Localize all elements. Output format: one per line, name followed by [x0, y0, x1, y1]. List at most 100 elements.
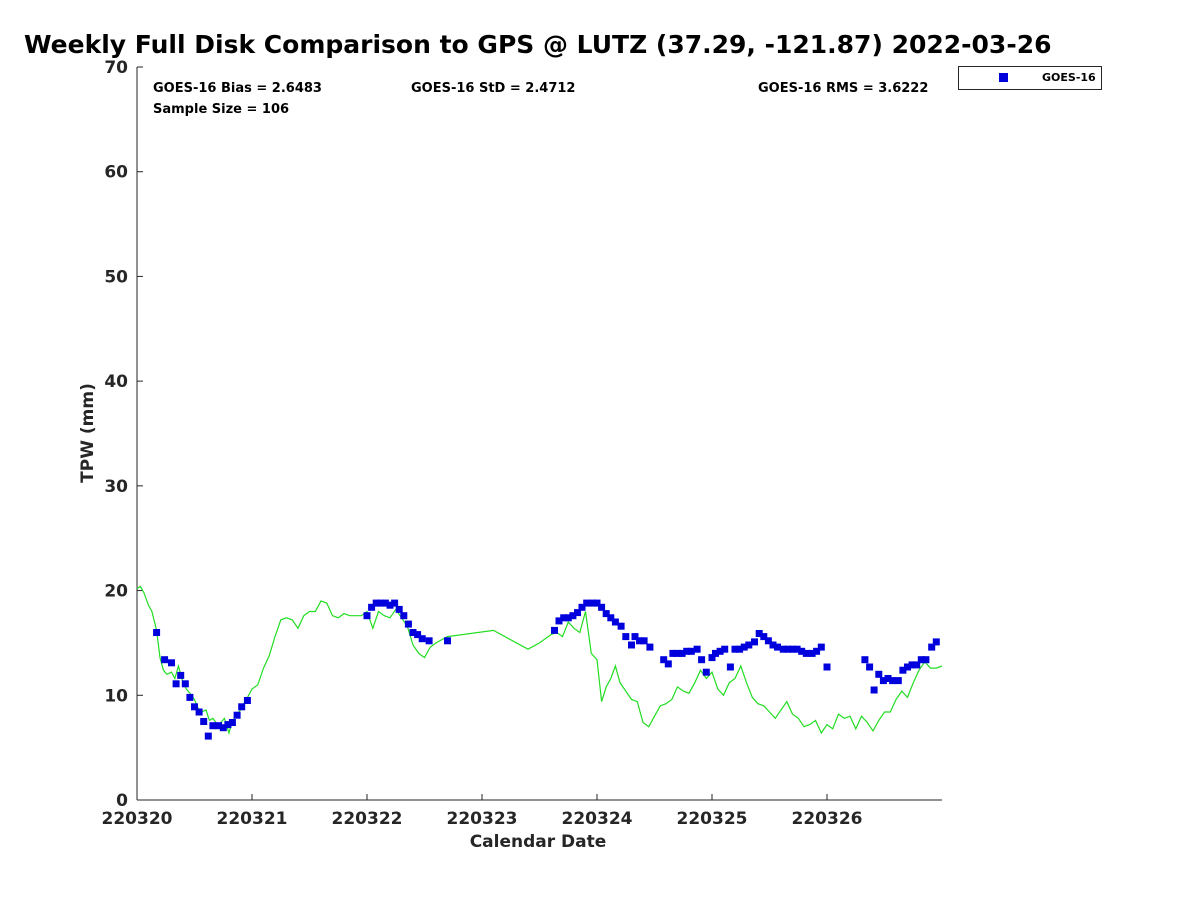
y-axis-title: TPW (mm): [78, 383, 98, 483]
x-tick-label: 220321: [217, 809, 288, 829]
goes-16-point: [400, 612, 408, 620]
gps-line: [136, 585, 943, 736]
goes-16-point: [555, 617, 563, 625]
goes-16-point: [195, 708, 203, 716]
goes-16-point: [583, 599, 591, 607]
goes-16-point: [716, 647, 724, 655]
goes-16-point: [243, 697, 251, 704]
goes-16-point: [708, 654, 716, 662]
goes-16-point: [908, 661, 916, 669]
goes-16-point: [731, 645, 739, 653]
goes-16-point: [636, 637, 643, 645]
goes-16-point: [153, 629, 161, 636]
goes-16-point: [683, 647, 691, 655]
goes-16-point: [875, 670, 883, 678]
goes-16-point: [928, 643, 936, 651]
rms-stat: GOES-16 RMS = 3.6222: [758, 81, 928, 96]
goes-16-point: [444, 637, 451, 645]
y-tick-label: 0: [116, 791, 128, 811]
goes-16-point: [798, 647, 806, 655]
goes-16-point: [922, 656, 930, 664]
goes-16-point: [560, 614, 568, 622]
goes-16-point: [698, 656, 706, 664]
goes-16-point: [219, 724, 227, 732]
goes-16-point: [551, 626, 558, 634]
goes-16-point: [784, 645, 792, 653]
y-tick-label: 50: [104, 267, 128, 287]
goes-16-point: [228, 719, 236, 726]
goes-16-point: [884, 675, 892, 682]
goes-16-point: [209, 722, 217, 730]
x-tick-label: 220324: [562, 809, 633, 829]
goes-16-point: [191, 703, 198, 711]
goes-16-point: [409, 629, 417, 636]
goes-16-point: [622, 633, 630, 641]
goes-16-point: [904, 663, 911, 671]
goes-16-point: [578, 603, 586, 611]
y-tick-label: 30: [104, 477, 128, 497]
goes-16-point: [674, 649, 681, 657]
goes-16-point: [172, 680, 180, 688]
goes-16-point: [769, 641, 777, 649]
goes-16-point: [607, 614, 615, 622]
goes-16-point: [425, 637, 433, 645]
goes-16-point: [414, 631, 422, 639]
goes-16-point: [664, 660, 672, 668]
goes-16-point: [588, 599, 596, 607]
goes-16-point: [823, 663, 831, 671]
goes-16-point: [678, 649, 686, 657]
goes-16-point: [386, 601, 394, 609]
goes-16-point: [793, 645, 801, 653]
std-stat: GOES-16 StD = 2.4712: [411, 81, 575, 96]
legend-marker-goes-16: [999, 73, 1008, 82]
y-tick-label: 20: [104, 582, 128, 602]
legend-box: [958, 66, 1102, 90]
goes-16-point: [736, 645, 744, 653]
goes-16-point: [215, 722, 223, 730]
goes-16-point: [917, 656, 925, 664]
x-axis-title: Calendar Date: [470, 832, 607, 852]
goes-16-point: [646, 643, 654, 651]
goes-16-point: [932, 638, 940, 646]
goes-16-point: [181, 680, 189, 688]
y-tick-label: 40: [104, 372, 128, 392]
goes-16-point: [870, 686, 878, 694]
legend: GOES-16: [958, 66, 1102, 90]
goes-16-point: [760, 633, 768, 641]
goes-16-point: [889, 677, 897, 685]
goes-16-point: [813, 647, 821, 655]
goes-16-point: [894, 677, 902, 685]
goes-16-point: [774, 643, 781, 651]
goes-16-point: [861, 656, 869, 664]
plot-frame: [136, 67, 942, 801]
goes-16-point: [817, 643, 825, 651]
goes-16-point: [177, 671, 185, 679]
goes-16-point: [574, 609, 581, 617]
goes-16-point: [168, 659, 175, 667]
goes-16-point: [660, 656, 668, 664]
goes-16-point: [238, 703, 246, 711]
goes-16-point: [745, 641, 753, 649]
x-tick-label: 220320: [102, 809, 173, 829]
goes-16-point: [186, 693, 194, 701]
goes-16-point: [779, 645, 787, 653]
goes-16-point: [721, 645, 729, 653]
goes-16-point: [899, 666, 907, 674]
goes-16-point: [204, 732, 212, 740]
goes-16-point: [617, 622, 625, 630]
goes-16-point: [751, 638, 758, 646]
goes-16-point: [418, 635, 426, 643]
goes-16-point: [669, 649, 677, 657]
goes-16-point: [602, 610, 610, 618]
goes-16-point: [569, 612, 577, 620]
x-tick-label: 220326: [792, 809, 863, 829]
chart-title: Weekly Full Disk Comparison to GPS @ LUT…: [24, 30, 1052, 59]
goes-16-point: [640, 637, 648, 645]
y-tick-label: 70: [104, 58, 128, 78]
goes-16-point: [593, 599, 601, 607]
x-tick-label: 220323: [447, 809, 518, 829]
goes-16-point: [598, 603, 606, 611]
goes-16-point: [381, 599, 389, 607]
goes-16-point: [224, 721, 232, 729]
